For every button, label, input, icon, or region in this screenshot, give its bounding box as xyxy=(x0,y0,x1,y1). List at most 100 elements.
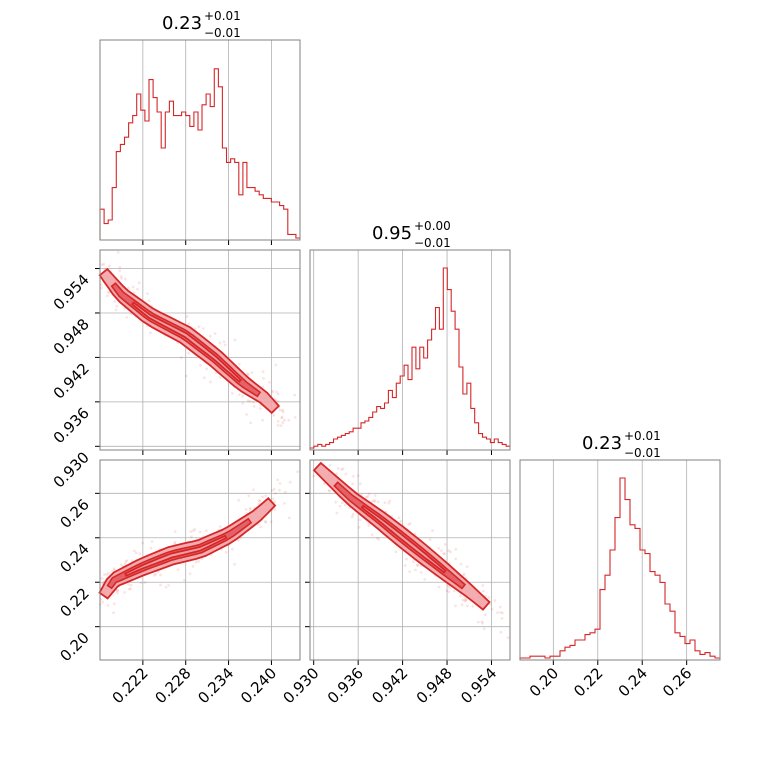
sample-point xyxy=(137,281,141,285)
sample-point xyxy=(116,251,120,254)
sample-point xyxy=(344,472,348,476)
sample-point xyxy=(248,506,252,510)
sample-point xyxy=(245,413,249,416)
sample-point xyxy=(388,499,392,503)
y-tick-label: 0.20 xyxy=(56,629,92,665)
sample-point xyxy=(269,520,273,524)
sample-point xyxy=(252,400,255,404)
sample-point xyxy=(118,269,122,272)
sample-point xyxy=(263,520,267,523)
sample-point xyxy=(341,501,344,505)
sample-point xyxy=(452,589,456,593)
sample-point xyxy=(336,467,340,470)
x-tick-label: 0.222 xyxy=(109,664,152,707)
sample-point xyxy=(222,340,226,344)
sample-point xyxy=(197,560,201,563)
sample-point xyxy=(364,495,368,499)
sample-point xyxy=(125,316,129,319)
sample-point xyxy=(273,508,277,511)
sample-point xyxy=(154,572,158,576)
sample-point xyxy=(238,393,241,397)
sample-point xyxy=(112,602,116,606)
sample-point xyxy=(340,468,344,471)
sample-point xyxy=(500,617,504,620)
sample-point xyxy=(241,394,245,398)
sample-point xyxy=(190,535,193,539)
sample-point xyxy=(118,265,122,269)
sample-point xyxy=(405,557,408,561)
title-minus-0: −0.01 xyxy=(204,26,241,40)
sample-point xyxy=(280,416,284,420)
sample-point xyxy=(352,474,355,478)
sample-point xyxy=(465,565,469,569)
sample-point xyxy=(106,604,110,607)
sample-point xyxy=(449,550,452,554)
sample-point xyxy=(187,322,191,326)
panel-frame xyxy=(519,459,721,661)
y-tick-label: 0.942 xyxy=(50,360,93,403)
sample-point xyxy=(312,474,315,478)
sample-point xyxy=(192,529,195,533)
sample-point xyxy=(130,559,134,563)
sample-point xyxy=(293,416,297,419)
x-tick-label: 0.234 xyxy=(194,664,237,707)
sample-point xyxy=(247,494,251,498)
sample-point xyxy=(415,563,419,567)
sample-point xyxy=(218,525,222,528)
sample-point xyxy=(275,390,278,394)
panel-frame xyxy=(309,459,511,661)
sample-point xyxy=(197,325,201,329)
sample-point xyxy=(296,470,299,474)
sample-point xyxy=(335,472,338,475)
x-tick-label: 0.942 xyxy=(368,664,411,707)
sample-point xyxy=(367,524,371,528)
sample-point xyxy=(176,568,180,571)
sample-point xyxy=(428,538,432,541)
sample-point xyxy=(423,577,427,581)
sample-point xyxy=(499,611,503,614)
x-tick-label: 0.26 xyxy=(659,664,695,700)
histogram-2 xyxy=(519,477,720,660)
sample-point xyxy=(173,540,177,544)
sample-point xyxy=(407,523,411,526)
sample-point xyxy=(105,573,109,576)
sample-point xyxy=(431,529,434,533)
sample-point xyxy=(334,500,338,504)
sample-point xyxy=(100,577,104,580)
panel-2-2 xyxy=(552,460,688,665)
sample-point xyxy=(252,488,255,492)
sample-point xyxy=(496,611,499,614)
sample-point xyxy=(322,482,326,486)
x-tick-label: 0.22 xyxy=(570,664,606,700)
sample-point xyxy=(271,497,275,501)
sample-point xyxy=(218,376,222,379)
sample-point xyxy=(248,508,252,512)
sample-point xyxy=(464,599,467,602)
sample-point xyxy=(250,371,254,375)
sample-point xyxy=(387,501,391,505)
title-minus-2: −0.01 xyxy=(624,446,661,460)
sample-point xyxy=(283,490,287,494)
sample-point xyxy=(262,377,265,380)
sample-point xyxy=(179,356,183,360)
sample-point xyxy=(194,560,198,564)
x-tick-label: 0.24 xyxy=(615,664,651,700)
sample-point xyxy=(261,495,264,499)
sample-point xyxy=(412,560,415,564)
sample-point xyxy=(463,599,467,603)
sample-point xyxy=(281,410,285,414)
sample-point xyxy=(173,542,177,546)
x-tick-label: 0.228 xyxy=(151,664,194,707)
sample-point xyxy=(159,573,162,577)
sample-point xyxy=(335,511,339,515)
sample-point xyxy=(150,540,154,543)
sample-point xyxy=(261,418,264,422)
sample-point xyxy=(119,563,123,567)
sample-point xyxy=(152,573,156,577)
sample-point xyxy=(454,557,458,561)
sample-point xyxy=(141,541,145,545)
sample-point xyxy=(377,537,381,541)
sample-point xyxy=(442,552,446,555)
sample-point xyxy=(159,583,163,587)
sample-point xyxy=(274,492,277,495)
